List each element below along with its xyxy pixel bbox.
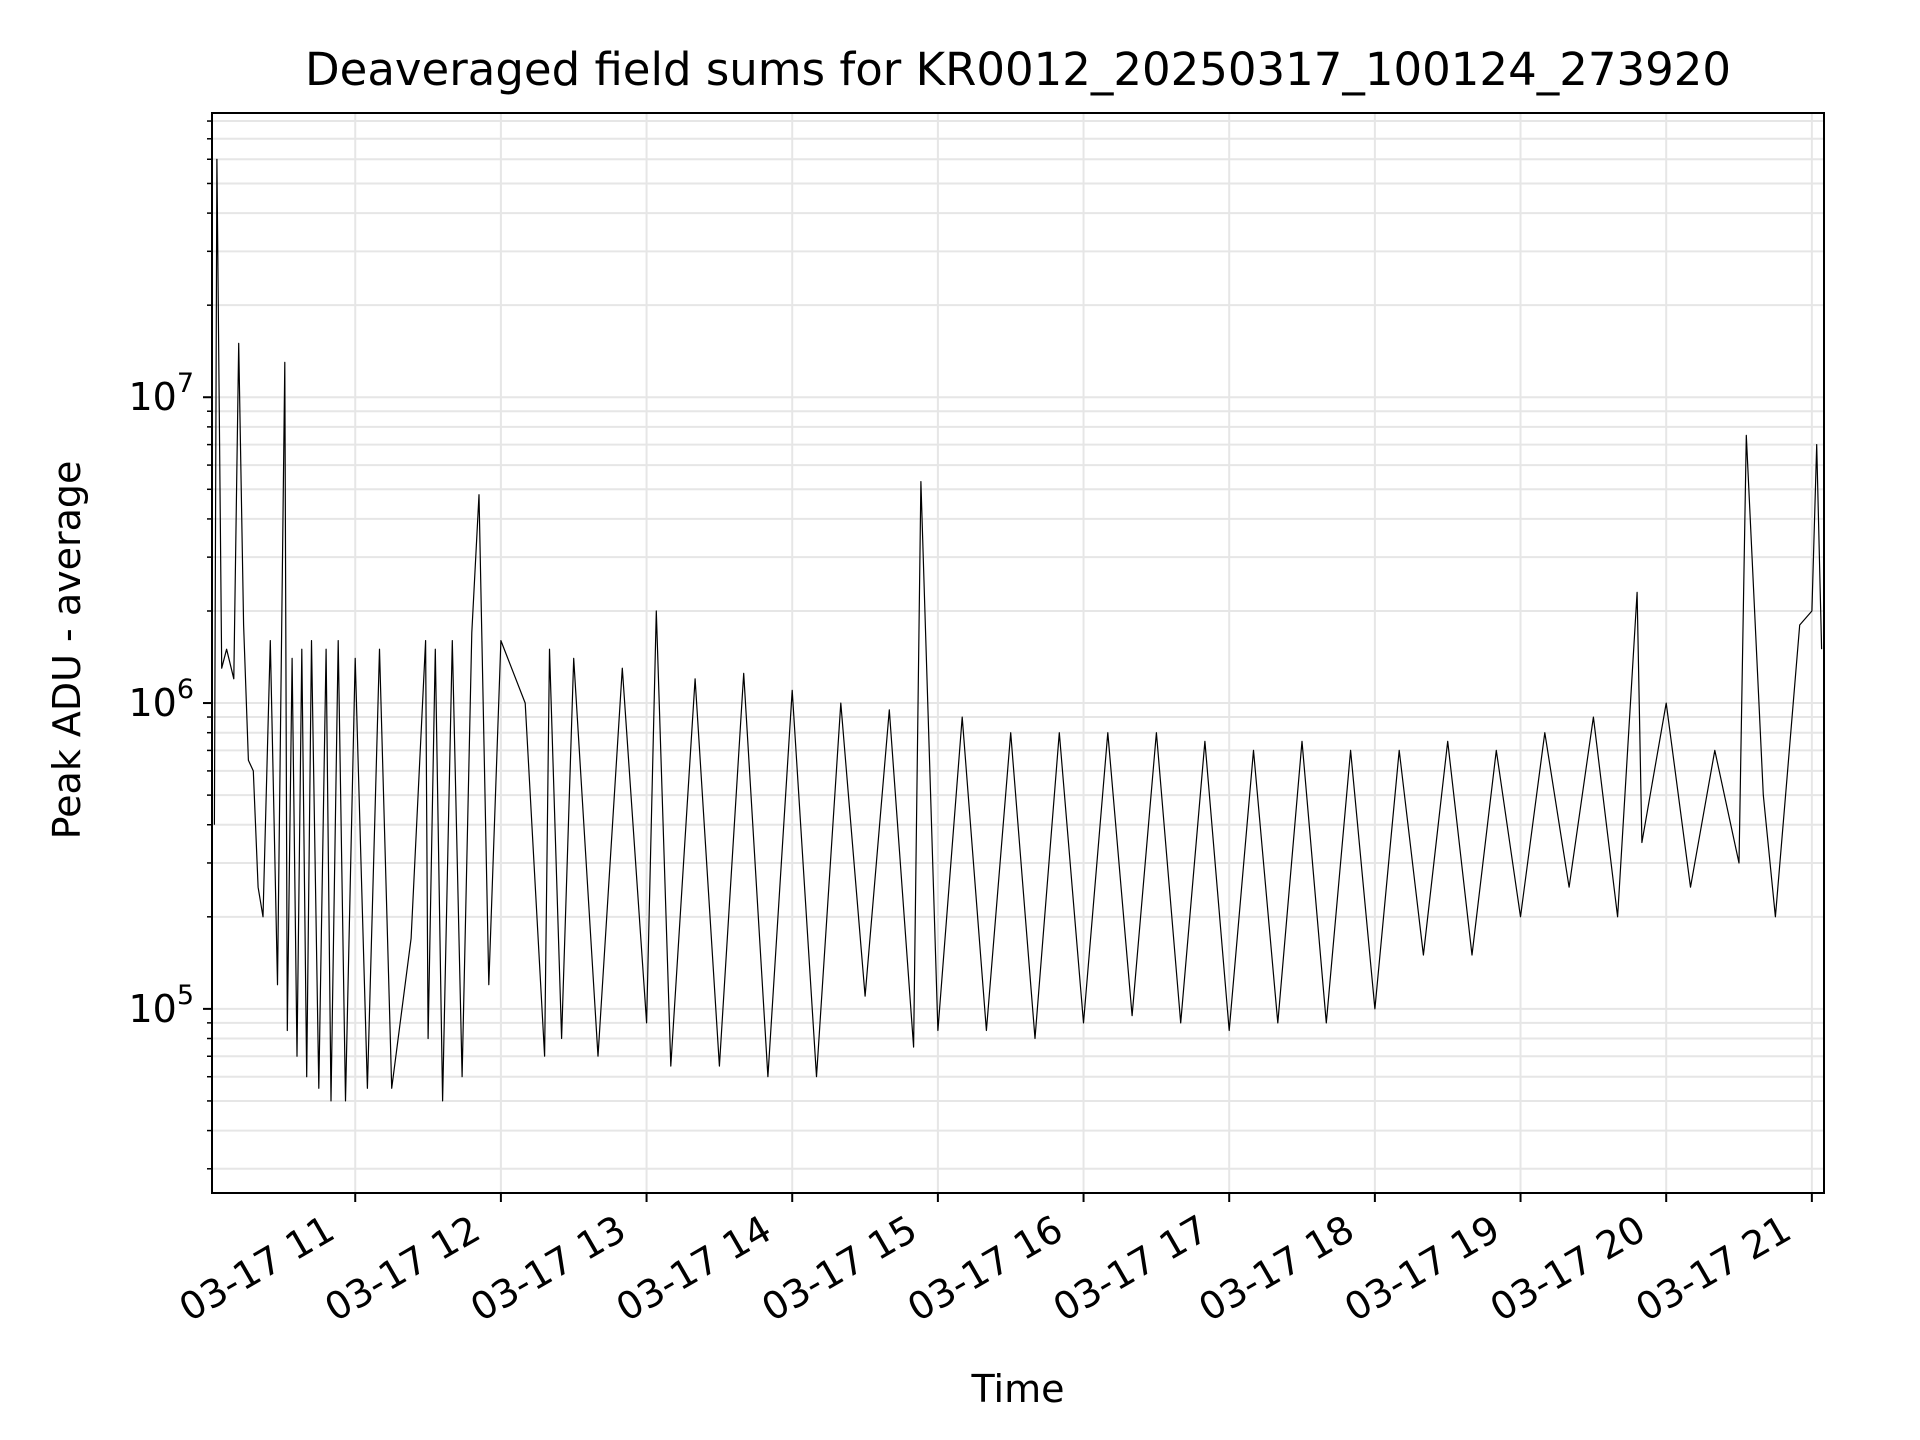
axes-frame xyxy=(211,112,1825,1194)
y-tick-label: 106 xyxy=(128,674,194,725)
y-axis-label: Peak ADU - average xyxy=(45,461,89,840)
series-line xyxy=(213,158,1823,1102)
chart-title: Deaveraged field sums for KR0012_2025031… xyxy=(305,43,1731,96)
x-axis-label: Time xyxy=(971,1367,1065,1411)
y-tick-label: 107 xyxy=(128,368,194,419)
y-axis: 105 106 107 xyxy=(128,120,212,1170)
plot-area xyxy=(213,158,1823,1102)
y-tick-label: 105 xyxy=(128,980,194,1031)
